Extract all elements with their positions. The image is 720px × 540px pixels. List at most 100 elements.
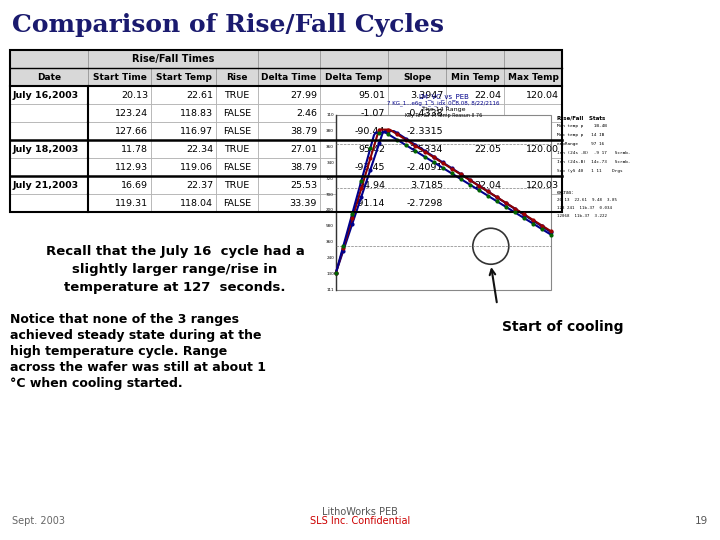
Point	[518, 211, 530, 219]
Point	[545, 227, 557, 235]
Point	[500, 199, 512, 207]
Point	[446, 169, 457, 178]
Text: -90.44: -90.44	[355, 126, 385, 136]
Bar	[504, 86, 562, 104]
Bar	[151, 158, 216, 176]
Text: July 18,2003: July 18,2003	[13, 145, 79, 153]
Text: 22.34: 22.34	[186, 145, 213, 153]
Bar	[320, 176, 388, 194]
Point	[491, 193, 503, 201]
Bar	[88, 86, 151, 104]
Text: 38.79: 38.79	[290, 126, 317, 136]
Text: 19: 19	[695, 516, 708, 526]
Text: 95.42: 95.42	[358, 145, 385, 153]
Point	[536, 221, 548, 230]
Text: Inn (24s-B)  14c-73   Scrmb-: Inn (24s-B) 14c-73 Scrmb-	[557, 160, 631, 164]
Bar	[10, 50, 562, 212]
Point	[419, 146, 431, 155]
Text: Start Temp: Start Temp	[156, 72, 212, 82]
Point	[330, 268, 342, 277]
Bar	[388, 194, 446, 212]
Bar	[446, 68, 504, 86]
Point	[356, 177, 367, 185]
Bar	[388, 158, 446, 176]
Bar	[258, 86, 320, 104]
Text: 120.03: 120.03	[526, 180, 559, 190]
Text: Rise/Fall Times: Rise/Fall Times	[132, 54, 214, 64]
Bar	[446, 194, 504, 212]
Bar	[320, 122, 388, 140]
Point	[482, 187, 493, 195]
Point	[338, 244, 349, 253]
Bar	[320, 86, 388, 104]
Bar	[504, 194, 562, 212]
Text: 119.31: 119.31	[115, 199, 148, 207]
Point	[401, 134, 413, 143]
Text: -1.07: -1.07	[361, 109, 385, 118]
Bar	[446, 158, 504, 176]
Point	[338, 242, 349, 251]
Bar	[320, 68, 388, 86]
Text: 120.00: 120.00	[526, 145, 559, 153]
Bar	[336, 115, 551, 290]
Text: 38.79: 38.79	[290, 163, 317, 172]
Point	[473, 181, 485, 190]
Bar	[388, 68, 446, 86]
Text: 112.93: 112.93	[115, 163, 148, 172]
Point	[382, 125, 394, 134]
Bar	[10, 86, 88, 104]
Point	[545, 231, 557, 239]
Text: FALSE: FALSE	[223, 163, 251, 172]
Point	[356, 184, 367, 193]
Bar	[388, 50, 446, 68]
Bar	[320, 104, 388, 122]
Text: Key Te: ILY M Temp Reasun II 76: Key Te: ILY M Temp Reasun II 76	[405, 113, 482, 118]
Text: 94.94: 94.94	[358, 180, 385, 190]
Text: Slope: Slope	[403, 72, 431, 82]
Text: 95.01: 95.01	[358, 91, 385, 99]
Bar	[258, 50, 320, 68]
Text: 22.05: 22.05	[474, 145, 501, 153]
Point	[401, 136, 413, 144]
Text: July 21,2003: July 21,2003	[13, 180, 79, 190]
Text: 20.13: 20.13	[121, 91, 148, 99]
Text: -91.14: -91.14	[355, 199, 385, 207]
Text: LithoWorks PEB: LithoWorks PEB	[322, 507, 398, 517]
Text: °C when cooling started.: °C when cooling started.	[10, 377, 183, 390]
Bar	[10, 158, 88, 176]
Text: Date: Date	[37, 72, 61, 82]
Point	[464, 176, 475, 184]
Point	[374, 128, 385, 137]
Text: -93.45: -93.45	[354, 163, 385, 172]
Point	[509, 208, 521, 217]
Text: The 14 Range: The 14 Range	[422, 107, 465, 112]
Bar	[258, 140, 320, 158]
Point	[392, 129, 403, 138]
Bar	[151, 122, 216, 140]
Text: 127.66: 127.66	[115, 126, 148, 136]
Text: extras:: extras:	[557, 190, 574, 195]
Bar	[88, 158, 151, 176]
Bar	[504, 50, 562, 68]
Bar	[88, 68, 151, 86]
Bar	[388, 86, 446, 104]
Text: Rise: Rise	[226, 72, 248, 82]
Bar	[258, 158, 320, 176]
Text: Soo (yS 40   1 11    Drgs: Soo (yS 40 1 11 Drgs	[557, 169, 623, 173]
Text: 240: 240	[326, 256, 334, 260]
Point	[500, 199, 512, 207]
Point	[437, 158, 449, 167]
Bar	[10, 194, 88, 212]
Bar	[88, 176, 151, 194]
Text: 7 KG_1...e6g_1_5_idx_0CB,08, 8/22/2116: 7 KG_1...e6g_1_5_idx_0CB,08, 8/22/2116	[387, 100, 500, 106]
Point	[330, 268, 342, 277]
Text: Sept. 2003: Sept. 2003	[12, 516, 65, 526]
Bar	[504, 68, 562, 86]
Point	[419, 147, 431, 156]
Text: 27.99: 27.99	[290, 91, 317, 99]
Bar	[10, 104, 88, 122]
Bar	[216, 122, 258, 140]
Text: 110: 110	[326, 113, 334, 117]
Text: 200: 200	[326, 208, 334, 212]
Point	[473, 181, 485, 190]
